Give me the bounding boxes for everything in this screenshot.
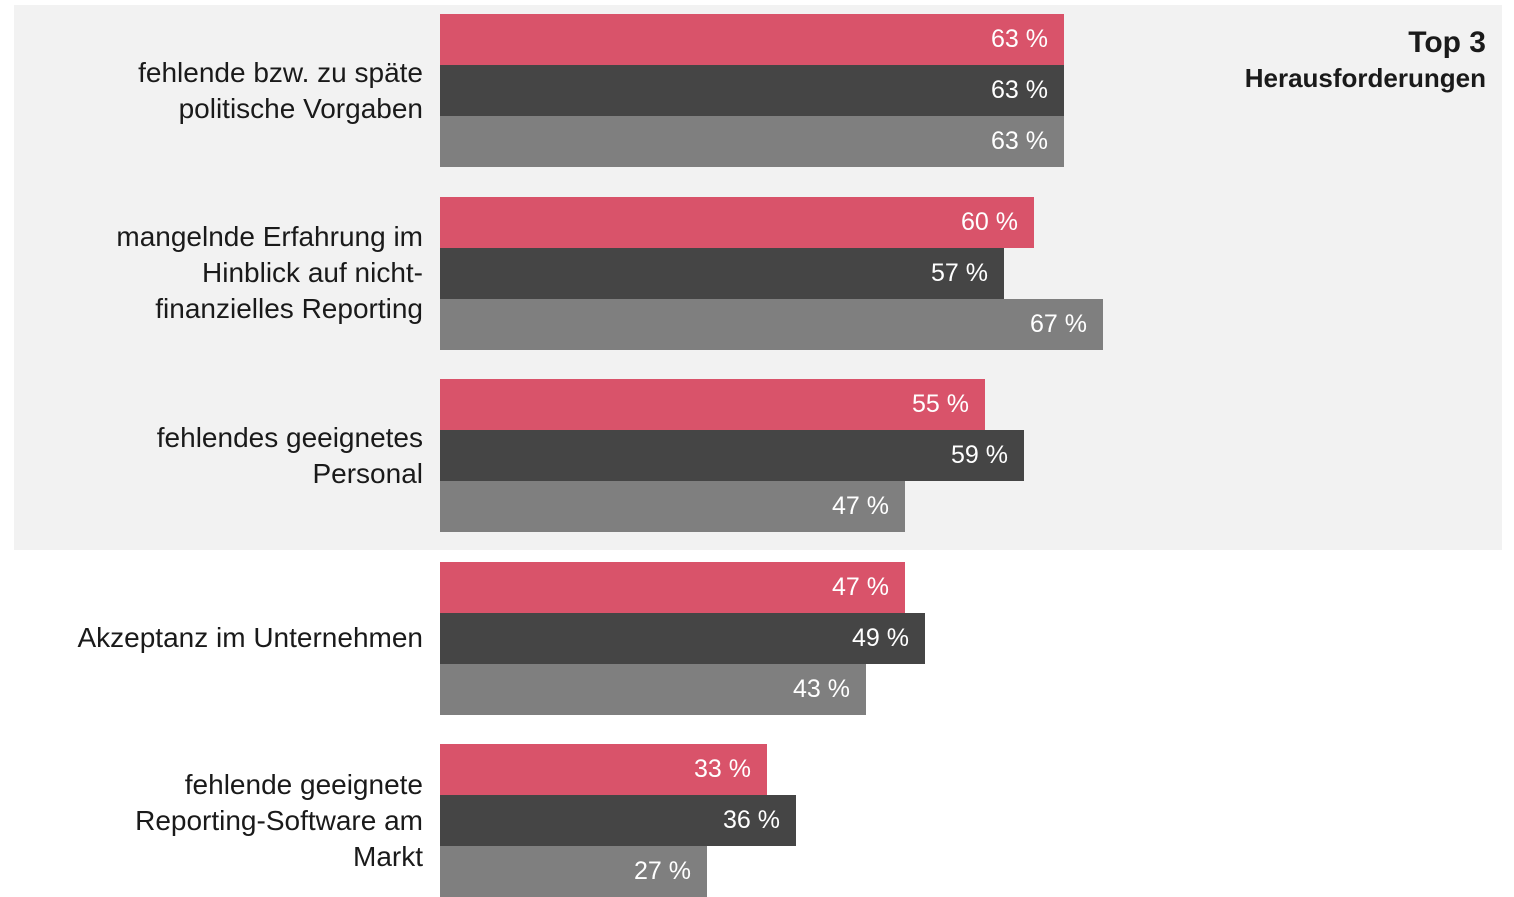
bar [440, 65, 1064, 116]
category-label: fehlende bzw. zu späte politische Vorgab… [138, 57, 423, 124]
bar [440, 197, 1034, 248]
bar-value-label: 55 % [912, 390, 969, 418]
bar [440, 14, 1064, 65]
top3-title-heading: Top 3 [1408, 26, 1486, 59]
bar-value-label: 49 % [852, 624, 909, 652]
bar-value-label: 33 % [694, 755, 751, 783]
bar-value-label: 63 % [991, 127, 1048, 155]
bar [440, 846, 707, 897]
bar-value-label: 47 % [832, 573, 889, 601]
bar [440, 430, 1024, 481]
bar [440, 379, 985, 430]
bar [440, 481, 905, 532]
category-label: mangelnde Erfahrung im Hinblick auf nich… [116, 221, 423, 324]
bar-value-label: 60 % [961, 208, 1018, 236]
bar [440, 248, 1004, 299]
bar-value-label: 59 % [951, 441, 1008, 469]
bar-value-label: 43 % [793, 675, 850, 703]
category-label: Akzeptanz im Unternehmen [77, 622, 423, 653]
bar-value-label: 57 % [931, 259, 988, 287]
category-label: fehlende geeignete Reporting-Software am… [135, 769, 423, 872]
bar [440, 613, 925, 664]
bar-value-label: 27 % [634, 857, 691, 885]
top3-title-subheading: Herausforderungen [1244, 63, 1486, 93]
bar [440, 299, 1103, 350]
bar-value-label: 67 % [1030, 310, 1087, 338]
bar-value-label: 36 % [723, 806, 780, 834]
category-label: fehlendes geeignetes Personal [156, 422, 423, 489]
bar [440, 664, 866, 715]
bar-value-label: 63 % [991, 25, 1048, 53]
bar [440, 744, 767, 795]
bar-value-label: 47 % [832, 492, 889, 520]
bar [440, 795, 796, 846]
bar-value-label: 63 % [991, 76, 1048, 104]
bar [440, 562, 905, 613]
bar [440, 116, 1064, 167]
top3-title: Top 3 Herausforderungen [1245, 24, 1486, 94]
